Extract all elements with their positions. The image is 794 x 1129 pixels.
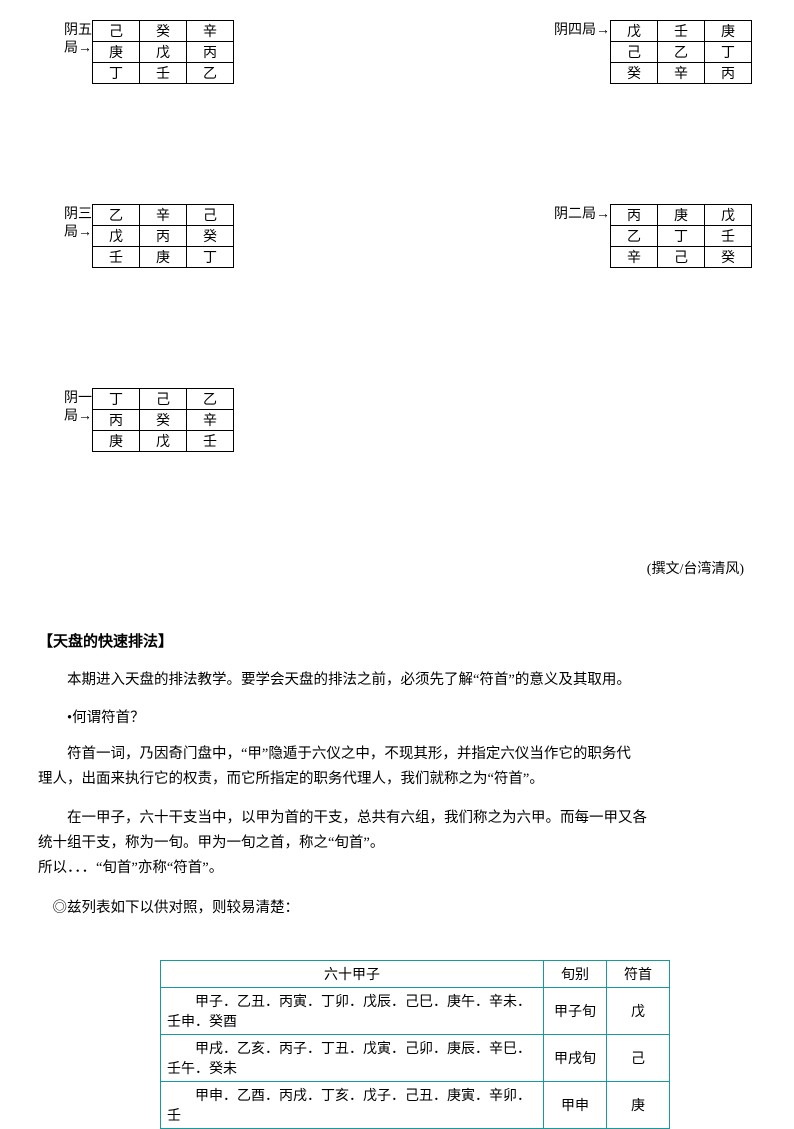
grid-yin5-table: 己癸辛 庚戊丙 丁壬乙	[92, 20, 234, 84]
paragraph-3a: 符首一词，乃因奇门盘中，“甲”隐遁于六仪之中，不现其形，并指定六仪当作它的职务代	[38, 742, 758, 767]
cell: 庚	[705, 21, 752, 42]
cell: 辛	[658, 63, 705, 84]
cell: 戊	[611, 21, 658, 42]
cell: 辛	[187, 21, 234, 42]
cell: 壬	[658, 21, 705, 42]
grid-yin1: 阴一局→ 丁己乙 丙癸辛 庚戊壬	[58, 388, 234, 452]
cell: 癸	[187, 226, 234, 247]
cell: 丙	[187, 42, 234, 63]
cell: 庚	[658, 205, 705, 226]
cell-main: 甲戌．乙亥．丙子．丁丑．戊寅．己卯．庚辰．辛巳．壬午．癸未	[161, 1035, 544, 1082]
cell: 辛	[187, 410, 234, 431]
cell-main: 甲子．乙丑．丙寅．丁卯．戊辰．己巳．庚午．辛未．壬申．癸酉	[161, 988, 544, 1035]
cell: 癸	[140, 21, 187, 42]
cell: 己	[611, 42, 658, 63]
cell: 丙	[93, 410, 140, 431]
cell: 辛	[611, 247, 658, 268]
cell: 乙	[187, 389, 234, 410]
cell: 乙	[611, 226, 658, 247]
cell: 庚	[93, 42, 140, 63]
cell: 丁	[93, 63, 140, 84]
paragraph-4a: 在一甲子，六十干支当中，以甲为首的干支，总共有六组，我们称之为六甲。而每一甲又各	[38, 806, 758, 831]
cell-xun: 甲子旬	[544, 988, 607, 1035]
cell: 庚	[93, 431, 140, 452]
table-header-row: 六十甲子 旬别 符首	[161, 961, 670, 988]
grid-yin3-table: 乙辛己 戊丙癸 壬庚丁	[92, 204, 234, 268]
attribution-text: (撰文/台湾清风)	[647, 558, 744, 578]
grid-yin2: 阴二局→ 丙庚戊 乙丁壬 辛己癸	[554, 204, 752, 268]
grid-yin2-table: 丙庚戊 乙丁壬 辛己癸	[610, 204, 752, 268]
grid-yin2-label: 阴二局→	[554, 204, 610, 224]
cell: 壬	[705, 226, 752, 247]
cell: 丁	[187, 247, 234, 268]
cell: 己	[658, 247, 705, 268]
section-title: 【天盘的快速排法】	[38, 630, 173, 651]
cell: 辛	[140, 205, 187, 226]
cell: 乙	[658, 42, 705, 63]
cell: 戊	[705, 205, 752, 226]
cell: 庚	[140, 247, 187, 268]
paragraph-2: •何谓符首？	[38, 706, 758, 731]
grid-yin4-label: 阴四局→	[554, 20, 610, 40]
grid-yin3: 阴三局→ 乙辛己 戊丙癸 壬庚丁	[58, 204, 234, 268]
cell: 丁	[705, 42, 752, 63]
paragraph-4b: 统十组干支，称为一旬。甲为一旬之首，称之“旬首”。	[38, 831, 758, 856]
cell: 癸	[705, 247, 752, 268]
paragraph-3b: 理人，出面来执行它的权责，而它所指定的职务代理人，我们就称之为“符首”。	[38, 767, 758, 792]
cell-fu: 己	[607, 1035, 670, 1082]
cell: 丙	[611, 205, 658, 226]
cell: 乙	[187, 63, 234, 84]
header-main: 六十甲子	[161, 961, 544, 988]
cell-xun: 甲戌旬	[544, 1035, 607, 1082]
cell: 丁	[658, 226, 705, 247]
cell-fu: 庚	[607, 1082, 670, 1129]
grid-yin3-label: 阴三局→	[58, 204, 92, 242]
cell-xun: 甲申	[544, 1082, 607, 1129]
cell: 丙	[705, 63, 752, 84]
cell: 壬	[187, 431, 234, 452]
paragraph-4c: 所以．．．“旬首”亦称“符首”。	[38, 856, 758, 881]
cell: 己	[187, 205, 234, 226]
grid-yin1-label: 阴一局→	[58, 388, 92, 426]
cell: 戊	[93, 226, 140, 247]
grid-yin5-label: 阴五局→	[58, 20, 92, 58]
cell: 己	[140, 389, 187, 410]
grid-yin5: 阴五局→ 己癸辛 庚戊丙 丁壬乙	[58, 20, 234, 84]
cell: 壬	[93, 247, 140, 268]
cell: 丁	[93, 389, 140, 410]
cell: 癸	[611, 63, 658, 84]
table-row: 甲戌．乙亥．丙子．丁丑．戊寅．己卯．庚辰．辛巳．壬午．癸未 甲戌旬 己	[161, 1035, 670, 1082]
grid-yin4: 阴四局→ 戊壬庚 己乙丁 癸辛丙	[554, 20, 752, 84]
header-fu: 符首	[607, 961, 670, 988]
grid-yin1-table: 丁己乙 丙癸辛 庚戊壬	[92, 388, 234, 452]
table-row: 甲申．乙酉．丙戌．丁亥．戊子．己丑．庚寅．辛卯．壬 甲申 庚	[161, 1082, 670, 1129]
cell: 癸	[140, 410, 187, 431]
cell: 戊	[140, 431, 187, 452]
sixty-jiazi-table: 六十甲子 旬别 符首 甲子．乙丑．丙寅．丁卯．戊辰．己巳．庚午．辛未．壬申．癸酉…	[160, 960, 670, 1129]
paragraph-1: 本期进入天盘的排法教学。要学会天盘的排法之前，必须先了解“符首”的意义及其取用。	[38, 668, 758, 693]
table-row: 甲子．乙丑．丙寅．丁卯．戊辰．己巳．庚午．辛未．壬申．癸酉 甲子旬 戊	[161, 988, 670, 1035]
cell-fu: 戊	[607, 988, 670, 1035]
header-xun: 旬别	[544, 961, 607, 988]
cell: 丙	[140, 226, 187, 247]
cell: 壬	[140, 63, 187, 84]
cell: 己	[93, 21, 140, 42]
cell: 戊	[140, 42, 187, 63]
cell: 乙	[93, 205, 140, 226]
cell-main: 甲申．乙酉．丙戌．丁亥．戊子．己丑．庚寅．辛卯．壬	[161, 1082, 544, 1129]
paragraph-5: ◎兹列表如下以供对照，则较易清楚：	[38, 896, 758, 921]
grid-yin4-table: 戊壬庚 己乙丁 癸辛丙	[610, 20, 752, 84]
